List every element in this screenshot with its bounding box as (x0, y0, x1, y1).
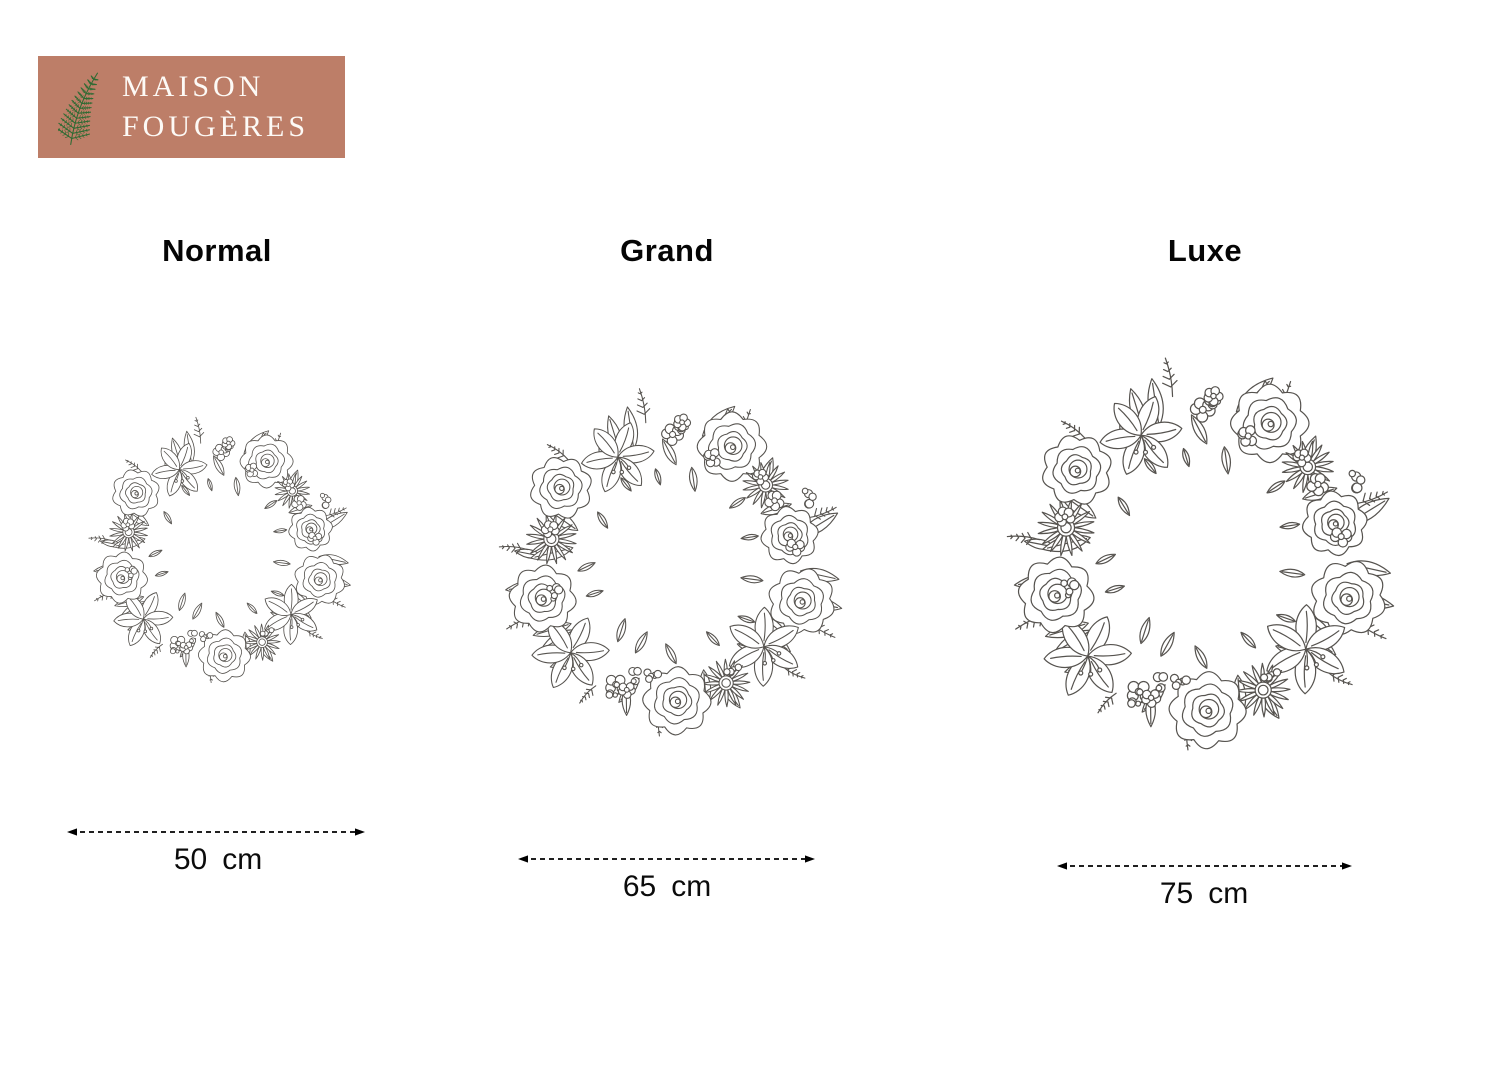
dimension-line-grand (518, 855, 815, 863)
dimension-line-normal (67, 828, 365, 836)
size-label-luxe: Luxe (1167, 233, 1243, 268)
dimension-label-luxe: 75 cm (1160, 877, 1248, 911)
dimension-label-normal: 50 cm (174, 843, 262, 877)
brand-logo: MAISON FOUGÈRES (38, 56, 345, 158)
brand-wordmark: MAISON FOUGÈRES (122, 67, 309, 147)
dimension-unit: cm (1208, 877, 1249, 910)
dimension-line-luxe (1057, 862, 1352, 870)
wreath-illustration-normal (88, 415, 352, 684)
size-label-normal: Normal (162, 233, 272, 268)
wreath-illustration-luxe (1006, 356, 1396, 751)
dimension-unit: cm (222, 843, 263, 876)
dimension-unit: cm (671, 870, 712, 903)
dimension-label-grand: 65 cm (623, 870, 711, 904)
brand-line-2: FOUGÈRES (122, 110, 310, 143)
wreath-illustration-grand (498, 386, 844, 737)
dimension-value: 75 (1159, 877, 1194, 910)
dimension-value: 50 (173, 843, 208, 876)
dimension-value: 65 (622, 870, 657, 903)
brand-line-1: MAISON (122, 70, 265, 103)
size-label-grand: Grand (620, 233, 714, 268)
fern-icon (58, 72, 99, 145)
